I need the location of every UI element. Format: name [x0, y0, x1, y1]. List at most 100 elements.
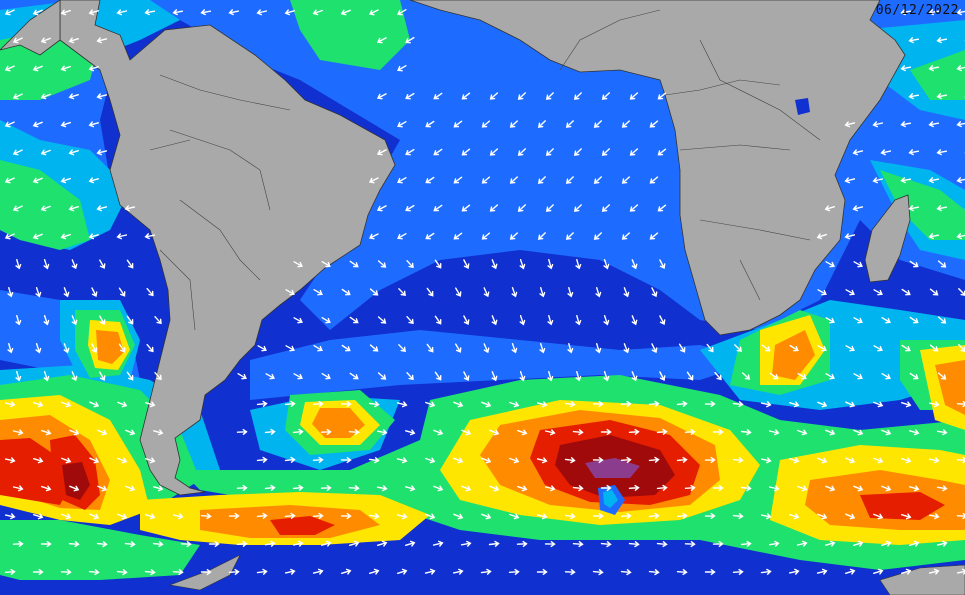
wind-arrow: [592, 513, 604, 520]
wind-arrow: [228, 568, 240, 575]
wind-arrow: [61, 401, 72, 408]
wind-arrow: [40, 205, 51, 212]
wind-arrow: [768, 485, 780, 492]
wind-arrow: [126, 371, 134, 381]
wind-arrow: [398, 344, 406, 353]
wind-arrow: [41, 429, 52, 436]
wind-arrow: [264, 540, 276, 547]
wind-arrow: [732, 568, 744, 575]
wind-arrow: [89, 401, 100, 408]
wind-arrow: [348, 485, 360, 492]
wind-arrow: [4, 401, 16, 408]
wind-arrow: [491, 315, 498, 326]
wind-arrow: [256, 568, 268, 575]
wind-arrow: [200, 513, 212, 520]
wind-arrow: [732, 513, 744, 520]
wind-arrow: [12, 37, 23, 44]
wind-arrow: [519, 259, 526, 270]
wind-arrow: [601, 148, 610, 156]
wind-arrow: [684, 484, 696, 491]
wind-arrow: [817, 513, 828, 520]
wind-arrow: [936, 149, 948, 156]
wind-arrow: [33, 513, 44, 520]
wind-arrow: [321, 373, 331, 380]
wind-arrow: [796, 540, 808, 547]
wind-arrow: [461, 204, 471, 212]
wind-arrow: [292, 540, 304, 547]
wind-arrow: [564, 457, 576, 464]
wind-arrow: [631, 371, 638, 382]
wind-arrow: [712, 429, 724, 436]
wind-arrow: [91, 343, 98, 354]
wind-arrow: [432, 540, 444, 547]
wind-arrow: [293, 373, 303, 380]
wind-arrow: [321, 317, 331, 324]
wind-arrow: [572, 541, 584, 548]
wind-arrow: [320, 428, 332, 435]
wind-arrow: [376, 485, 388, 492]
madagascar: [864, 194, 911, 283]
wind-arrow: [453, 401, 464, 408]
wind-arrow: [43, 315, 50, 326]
wind-arrow: [825, 540, 836, 547]
wind-arrow: [200, 9, 212, 16]
wind-arrow: [788, 568, 800, 575]
wind-arrow: [340, 513, 352, 520]
wind-arrow: [118, 287, 126, 297]
wind-arrow: [4, 233, 15, 240]
wind-arrow: [845, 513, 856, 520]
wind-arrow: [601, 92, 610, 100]
wind-arrow: [734, 344, 743, 352]
wind-arrow: [852, 205, 864, 212]
wind-arrow: [844, 177, 856, 184]
wind-arrow: [293, 317, 303, 324]
wind-arrow: [12, 205, 23, 212]
wind-arrow: [908, 93, 920, 100]
wind-arrow: [481, 457, 492, 464]
wind-arrow: [145, 457, 156, 464]
wind-arrow: [172, 513, 184, 520]
wind-arrow: [96, 93, 108, 100]
wind-arrow: [69, 429, 80, 436]
wind-arrow: [200, 569, 212, 576]
wind-arrow: [684, 428, 696, 435]
wind-arrow: [124, 205, 136, 212]
wind-arrow: [146, 287, 154, 297]
wind-arrow: [256, 9, 268, 16]
wind-arrow: [740, 540, 752, 547]
wind-arrow: [340, 401, 352, 408]
wind-arrow: [405, 540, 416, 547]
wind-arrow: [96, 205, 108, 212]
wind-arrow: [312, 568, 324, 575]
wind-arrow: [460, 540, 472, 547]
wind-arrow: [937, 372, 947, 380]
wind-arrow: [236, 540, 248, 547]
wind-arrow: [461, 429, 472, 436]
wind-arrow: [881, 485, 892, 492]
wind-arrow: [256, 456, 268, 463]
wind-arrow: [603, 371, 610, 382]
wind-arrow: [369, 288, 379, 296]
wind-arrow: [35, 287, 42, 298]
wind-arrow: [463, 371, 470, 382]
wind-arrow: [256, 400, 268, 407]
wind-arrow: [481, 401, 492, 408]
wind-arrow: [928, 513, 940, 520]
wind-arrow: [509, 401, 520, 408]
wind-arrow: [539, 343, 546, 354]
wind-arrow: [956, 401, 965, 408]
wind-arrow: [341, 344, 351, 352]
wind-arrow: [873, 513, 884, 520]
wind-arrow: [60, 233, 71, 240]
wind-arrow: [545, 92, 554, 100]
wind-arrow: [573, 204, 582, 212]
wind-arrow: [648, 512, 660, 519]
wind-arrow: [144, 9, 156, 16]
wind-arrow: [117, 457, 128, 464]
wind-arrow: [712, 485, 724, 492]
wind-arrow: [455, 287, 462, 297]
wind-arrow: [565, 120, 574, 128]
wind-arrow: [629, 92, 639, 100]
wind-arrow: [12, 485, 24, 492]
wind-arrow: [592, 401, 604, 408]
